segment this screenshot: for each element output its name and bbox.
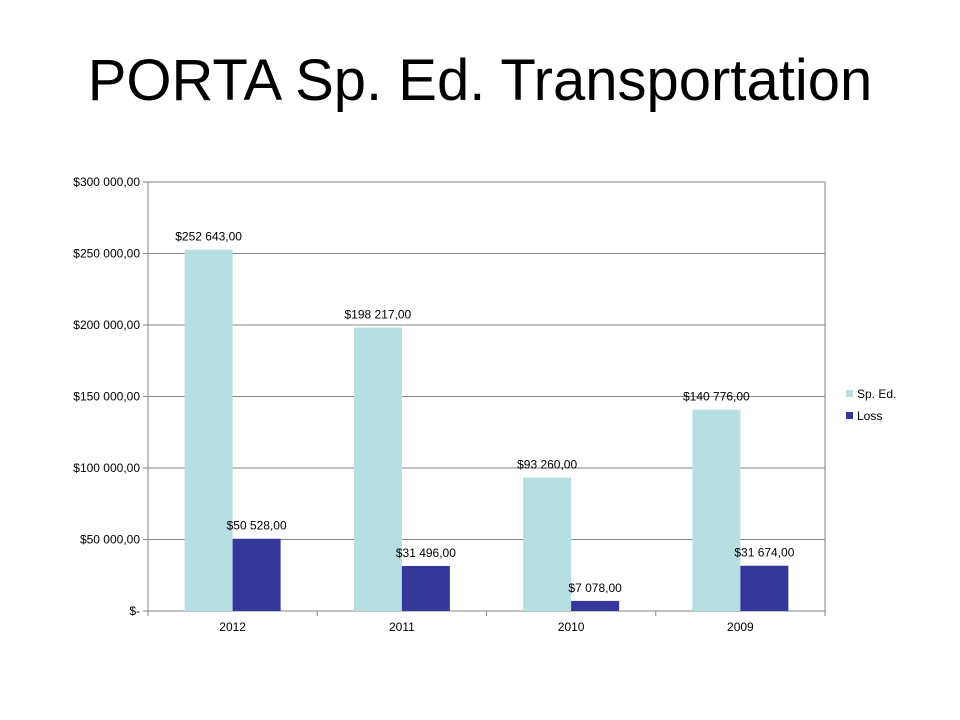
- x-tick-label: 2010: [558, 620, 585, 634]
- legend: Sp. Ed. Loss: [846, 387, 896, 423]
- data-label: $93 260,00: [517, 458, 577, 472]
- x-tick-label: 2011: [389, 620, 415, 634]
- x-axis-ticks: 2012 2011 2010 2009: [219, 620, 754, 634]
- bar-loss-2012: [232, 538, 281, 611]
- data-labels: $252 643,00 $50 528,00 $198 217,00 $31 496,…: [175, 230, 794, 595]
- y-axis-ticks: $- $50 000,00 $100 000,00 $150 000,00 $200 0…: [73, 175, 140, 618]
- y-tick-label: $250 000,00: [73, 247, 140, 261]
- legend-label: Sp. Ed.: [857, 387, 896, 401]
- bar-loss-2009: [740, 565, 789, 611]
- data-label: $31 674,00: [734, 546, 794, 560]
- data-label: $198 217,00: [345, 308, 412, 322]
- legend-label: Loss: [857, 409, 882, 423]
- y-tick-label: $-: [129, 604, 140, 618]
- bar-sp-ed-2009: [692, 409, 741, 611]
- legend-swatch: [846, 390, 853, 397]
- data-label: $252 643,00: [175, 230, 242, 244]
- y-tick-label: $300 000,00: [73, 175, 140, 189]
- bar-sp-ed-2011: [353, 327, 402, 611]
- data-label: $140 776,00: [683, 390, 750, 404]
- legend-swatch: [846, 412, 853, 419]
- data-label: $50 528,00: [227, 519, 287, 533]
- y-tick-label: $150 000,00: [73, 390, 140, 404]
- bars: [184, 249, 789, 611]
- data-label: $7 078,00: [568, 581, 622, 595]
- y-tick-label: $100 000,00: [73, 461, 140, 475]
- bar-sp-ed-2010: [523, 477, 572, 611]
- x-tick-label: 2009: [727, 620, 754, 634]
- data-label: $31 496,00: [396, 546, 456, 560]
- x-tick-label: 2012: [219, 620, 246, 634]
- bar-loss-2010: [571, 600, 620, 611]
- bar-sp-ed-2012: [184, 249, 233, 611]
- bar-loss-2011: [401, 565, 450, 611]
- y-tick-label: $200 000,00: [73, 318, 140, 332]
- slide-title: PORTA Sp. Ed. Transportation: [87, 48, 873, 113]
- y-tick-label: $50 000,00: [80, 533, 140, 547]
